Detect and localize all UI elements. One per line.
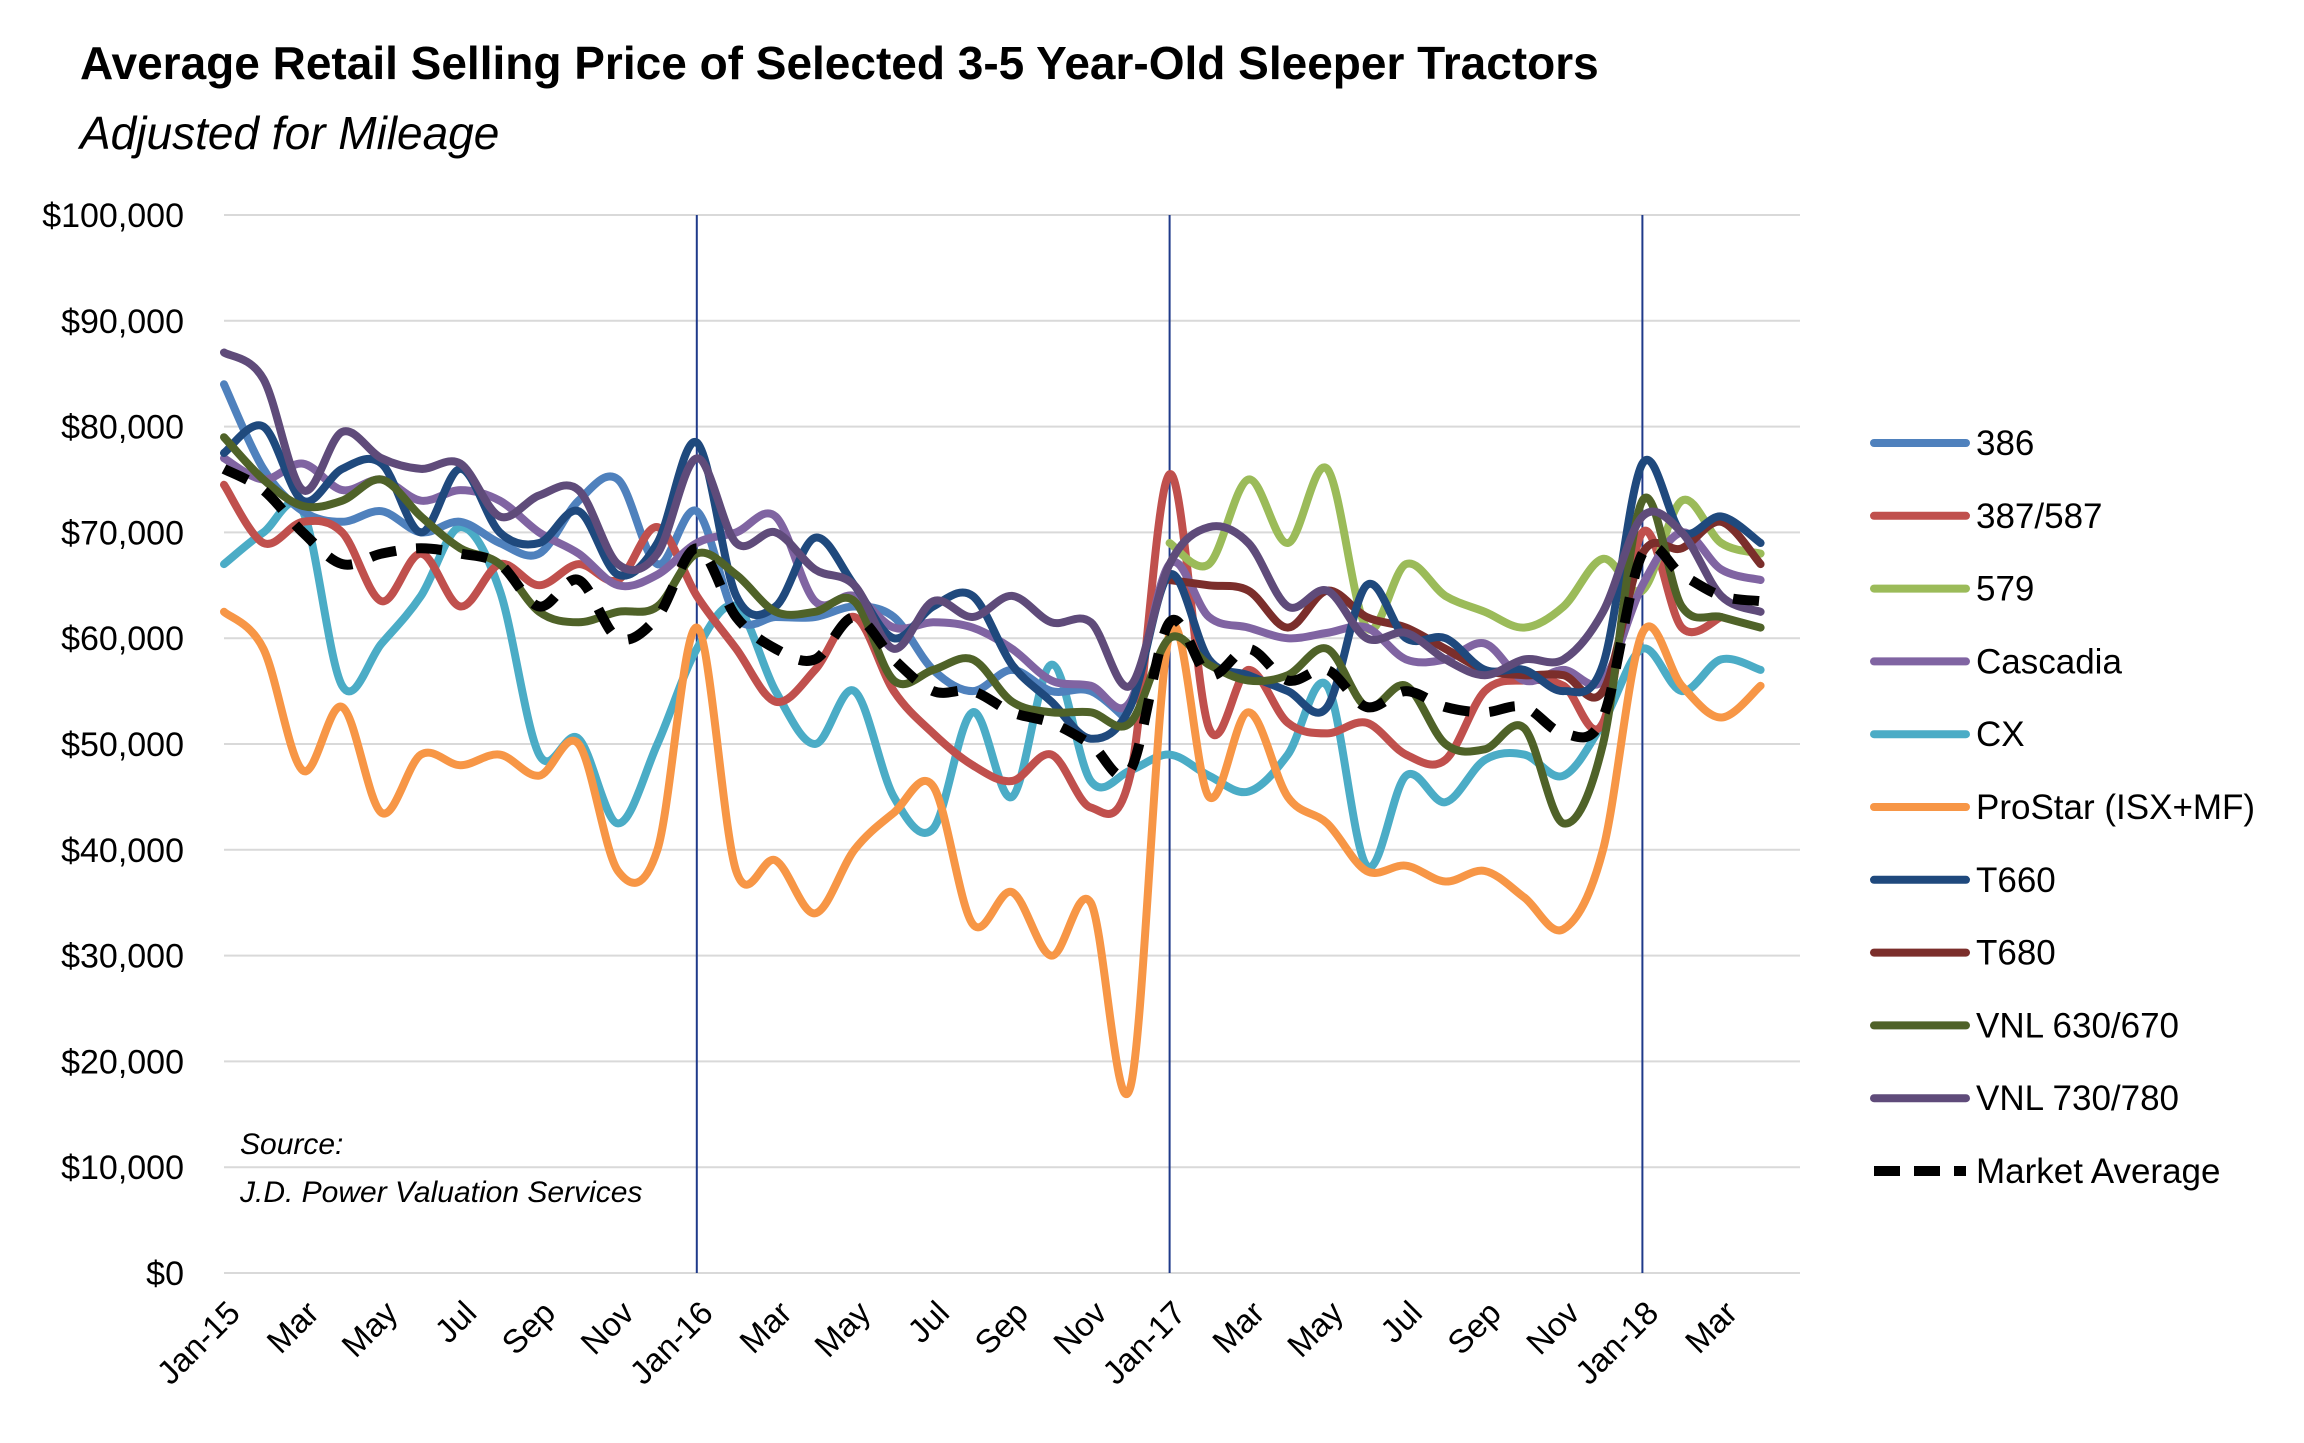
x-tick-label: Nov xyxy=(1519,1293,1587,1361)
y-axis: $0 $10,000 $20,000 $30,000 $40,000 $50,000 $60… xyxy=(42,197,184,1293)
chart-title: Average Retail Selling Price of Selected… xyxy=(80,37,1599,89)
chart-subtitle: Adjusted for Mileage xyxy=(80,107,500,159)
x-tick-label: Jul xyxy=(1373,1294,1429,1350)
x-tick-label: Mar xyxy=(1678,1294,1744,1360)
legend: 386 387/587 579 Cascadia CX ProStar (ISX+MF) T… xyxy=(1870,424,2255,1191)
x-tick-label: Mar xyxy=(1205,1294,1271,1360)
legend-label-t680: T680 xyxy=(1976,934,2056,973)
series-line-t660 xyxy=(220,421,1765,743)
y-tick-label: $0 xyxy=(146,1255,184,1293)
y-tick-label: $90,000 xyxy=(61,303,184,341)
y-tick-label: $80,000 xyxy=(61,409,184,447)
source-label: Source: xyxy=(240,1128,343,1161)
x-tick-label: Jul xyxy=(427,1294,483,1350)
legend-label-cx: CX xyxy=(1976,715,2025,754)
source-name: J.D. Power Valuation Services xyxy=(239,1176,642,1209)
x-tick-label: Jan-18 xyxy=(1568,1294,1666,1392)
x-tick-label: Sep xyxy=(967,1294,1035,1362)
grid-lines xyxy=(224,214,1800,1274)
x-tick-label: Sep xyxy=(1440,1294,1508,1362)
legend-label-387-587: 387/587 xyxy=(1976,497,2103,536)
series-line-387-587 xyxy=(220,470,1726,818)
x-tick-label: Nov xyxy=(1046,1293,1114,1361)
x-tick-label: May xyxy=(807,1293,878,1364)
year-divider-lines xyxy=(695,215,1644,1273)
series-lines xyxy=(220,348,1765,1098)
legend-label-vnl-630-670: VNL 630/670 xyxy=(1976,1006,2179,1045)
y-tick-label: $20,000 xyxy=(61,1043,184,1081)
legend-label-579: 579 xyxy=(1976,570,2034,609)
source-note: Source: J.D. Power Valuation Services xyxy=(239,1128,642,1209)
y-tick-label: $10,000 xyxy=(61,1149,184,1187)
legend-label-vnl-730-780: VNL 730/780 xyxy=(1976,1079,2179,1118)
x-tick-label: Sep xyxy=(494,1294,562,1362)
y-tick-label: $50,000 xyxy=(61,726,184,764)
x-tick-label: Mar xyxy=(732,1294,798,1360)
y-tick-label: $40,000 xyxy=(61,832,184,870)
series-line-cx xyxy=(220,498,1765,872)
legend-label-t660: T660 xyxy=(1976,861,2056,900)
legend-label-market-average: Market Average xyxy=(1976,1152,2221,1191)
series-line-prostar-isx-mf xyxy=(220,607,1765,1098)
y-tick-label: $70,000 xyxy=(61,514,184,552)
legend-label-cascadia: Cascadia xyxy=(1976,642,2122,681)
x-tick-label: Mar xyxy=(259,1294,325,1360)
x-tick-label: Jan-17 xyxy=(1095,1294,1193,1392)
x-tick-label: Jan-16 xyxy=(622,1294,720,1392)
y-tick-label: $30,000 xyxy=(61,938,184,976)
series-line-vnl-630-670 xyxy=(220,433,1765,828)
x-tick-label: Jul xyxy=(900,1294,956,1350)
x-tick-label: May xyxy=(334,1293,405,1364)
legend-label-386: 386 xyxy=(1976,424,2034,463)
y-tick-label: $100,000 xyxy=(42,197,184,235)
series-line-vnl-730-780 xyxy=(220,348,1765,691)
y-tick-label: $60,000 xyxy=(61,620,184,658)
x-tick-label: May xyxy=(1280,1293,1351,1364)
x-tick-label: Jan-15 xyxy=(149,1294,247,1392)
legend-label-prostar-isx-mf: ProStar (ISX+MF) xyxy=(1976,788,2255,827)
x-tick-label: Nov xyxy=(573,1293,641,1361)
